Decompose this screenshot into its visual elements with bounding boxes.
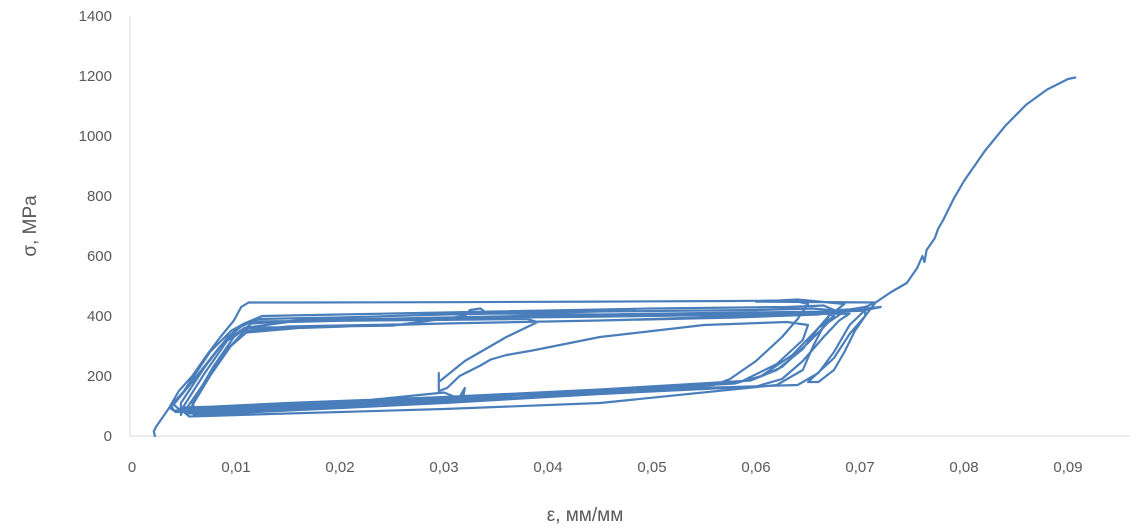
x-axis-title: ε, мм/мм (547, 505, 624, 526)
y-tick-label: 600 (87, 248, 112, 265)
series-line (152, 76, 1077, 438)
y-tick-label: 1400 (79, 8, 112, 25)
y-tick-labels: 0 200 400 600 800 1000 1200 1400 (79, 8, 112, 445)
x-tick-label: 0,01 (221, 459, 250, 476)
x-tick-label: 0,07 (845, 459, 874, 476)
y-tick-label: 200 (87, 368, 112, 385)
y-tick-label: 800 (87, 188, 112, 205)
x-tick-label: 0,09 (1053, 459, 1082, 476)
x-tick-label: 0,02 (325, 459, 354, 476)
x-tick-label: 0,04 (533, 459, 562, 476)
x-tick-label: 0,08 (949, 459, 978, 476)
axes (129, 16, 1130, 437)
x-tick-label: 0,06 (741, 459, 770, 476)
x-tick-label: 0,03 (429, 459, 458, 476)
y-tick-label: 0 (104, 428, 112, 445)
y-axis-title: σ, MPa (20, 195, 41, 257)
y-tick-label: 1000 (79, 128, 112, 145)
x-tick-label: 0,05 (637, 459, 666, 476)
y-tick-label: 1200 (79, 68, 112, 85)
plot-area (152, 76, 1077, 438)
x-tick-labels: 0 0,01 0,02 0,03 0,04 0,05 0,06 0,07 0,08 0,09 (128, 459, 1083, 476)
x-tick-label: 0 (128, 459, 136, 476)
y-tick-label: 400 (87, 308, 112, 325)
